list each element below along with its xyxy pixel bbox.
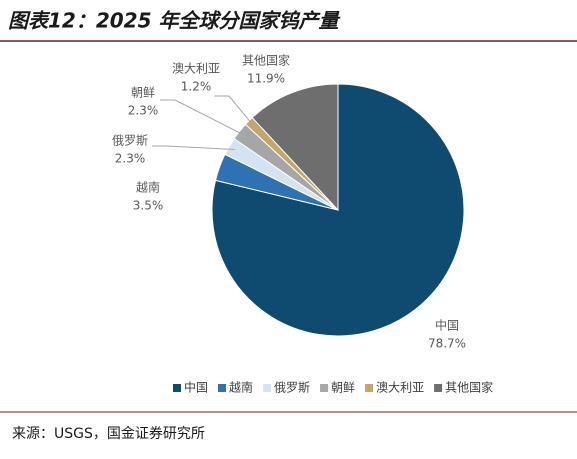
slice-label: 澳大利亚 [172,62,220,76]
legend-label: 俄罗斯 [274,381,310,395]
legend-swatch [218,384,227,392]
leader-line [214,95,254,126]
legend-swatch [365,384,374,392]
legend-label: 中国 [184,380,208,395]
pie-slice [211,83,465,337]
value-label: 78.7% [428,337,466,351]
legend-swatch [434,384,443,392]
chart-title: 图表12：2025 年全球分国家钨产量 [8,9,341,33]
legend-label: 越南 [229,380,253,395]
slice-label: 中国 [435,318,459,333]
slice-label: 朝鲜 [131,86,155,100]
legend-swatch [263,384,272,392]
legend-swatch [320,384,329,392]
slice-label: 越南 [136,180,160,195]
slice-label: 其他国家 [242,53,290,68]
legend-label: 澳大利亚 [376,381,424,395]
value-label: 2.3% [115,152,146,166]
legend-swatch [173,384,181,392]
leader-line [152,145,235,150]
slice-label: 俄罗斯 [112,134,148,148]
leader-line [160,99,245,136]
legend-label: 朝鲜 [331,381,355,395]
value-label: 11.9% [247,72,285,86]
legend-label: 其他国家 [445,380,493,395]
value-label: 3.5% [133,199,164,213]
pie-slice [251,83,339,212]
value-label: 1.2% [181,80,212,94]
source: 来源：USGS，国金证券研究所 [12,426,205,442]
value-label: 2.3% [128,104,159,118]
